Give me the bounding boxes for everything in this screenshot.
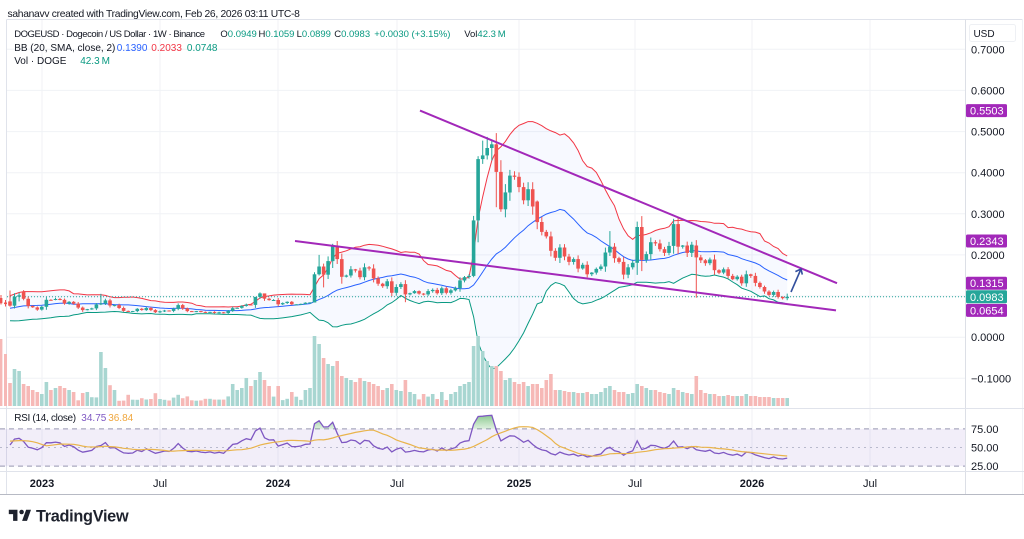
- svg-text:0.2343: 0.2343: [970, 236, 1004, 248]
- svg-text:0.6000: 0.6000: [971, 85, 1005, 97]
- svg-text:Jul: Jul: [628, 478, 642, 490]
- svg-text:−0.1000: −0.1000: [971, 373, 1011, 385]
- svg-text:2024: 2024: [266, 478, 291, 490]
- svg-text:0.5503: 0.5503: [970, 106, 1004, 118]
- svg-text:0.0000: 0.0000: [971, 332, 1005, 344]
- svg-text:0.3000: 0.3000: [971, 209, 1005, 221]
- svg-text:0.2000: 0.2000: [971, 250, 1005, 262]
- svg-text:USD: USD: [973, 29, 994, 40]
- svg-text:0.1315: 0.1315: [970, 278, 1004, 290]
- svg-text:DOGEUSD · Dogecoin / US Dollar: DOGEUSD · Dogecoin / US Dollar · 1W · Bi…: [14, 29, 506, 40]
- svg-text:0.4000: 0.4000: [971, 168, 1005, 180]
- svg-text:Jul: Jul: [863, 478, 877, 490]
- svg-text:0.0983: 0.0983: [970, 292, 1004, 304]
- svg-text:0.0654: 0.0654: [970, 305, 1004, 317]
- svg-text:Jul: Jul: [390, 478, 404, 490]
- svg-text:50.00: 50.00: [971, 443, 999, 455]
- svg-text:Jul: Jul: [153, 478, 167, 490]
- svg-text:2025: 2025: [507, 478, 531, 490]
- svg-text:2026: 2026: [740, 478, 764, 490]
- svg-text:75.00: 75.00: [971, 424, 999, 436]
- svg-text:sahanavv created with TradingV: sahanavv created with TradingView.com, F…: [8, 9, 301, 20]
- svg-text:0.5000: 0.5000: [971, 127, 1005, 139]
- svg-text:25.00: 25.00: [971, 461, 999, 473]
- svg-text:2023: 2023: [30, 478, 54, 490]
- svg-text:0.7000: 0.7000: [971, 44, 1005, 56]
- svg-text:TradingView: TradingView: [36, 508, 129, 526]
